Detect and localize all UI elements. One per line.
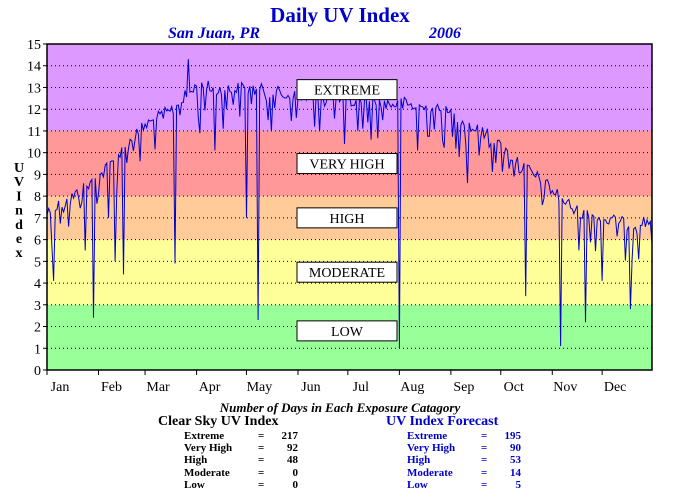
exposure-stats-heading: Number of Days in Each Exposure Catagory xyxy=(219,400,461,415)
clear-sky-stat-row-eq: = xyxy=(258,466,265,479)
clear-sky-stat-row: Low = 0 xyxy=(184,479,298,491)
clear-sky-stat-row-value: 0 xyxy=(292,478,299,491)
y-tick-label: 15 xyxy=(27,38,41,53)
y-axis-label-letter: I xyxy=(16,189,21,204)
clear-sky-stat-row-name: Low xyxy=(184,478,205,491)
y-tick-label: 6 xyxy=(34,234,41,249)
y-axis-label-letter: V xyxy=(14,175,24,190)
x-tick-label: Oct xyxy=(504,380,524,395)
clear-sky-stat-row: Extreme = 217 xyxy=(184,430,298,442)
y-tick-label: 10 xyxy=(27,147,41,162)
y-tick-label: 13 xyxy=(27,81,41,96)
forecast-stat-row-name: Low xyxy=(407,478,428,491)
forecast-stat-row: Moderate = 14 xyxy=(407,467,521,479)
forecast-stats: UV Index Forecast Extreme = 195 Very High = 9… xyxy=(386,414,521,491)
clear-sky-stat-row-name: Extreme xyxy=(184,430,225,442)
clear-sky-stat-row: Very High = 92 xyxy=(184,442,298,454)
y-tick-label: 2 xyxy=(34,321,41,336)
y-axis-label-letter: d xyxy=(15,218,23,233)
forecast-stat-row-eq: = xyxy=(481,442,488,455)
x-tick-label: Sep xyxy=(453,380,474,395)
y-tick-label: 14 xyxy=(27,60,41,75)
plot-frame xyxy=(46,43,653,371)
chart-location: San Juan, PR xyxy=(168,25,261,42)
clear-sky-stat-row-name: Very High xyxy=(184,442,233,455)
forecast-stat-row-eq: = xyxy=(481,430,488,442)
clear-sky-stat-row-name: Moderate xyxy=(184,466,230,479)
forecast-stats-title: UV Index Forecast xyxy=(386,414,499,429)
clear-sky-stats: Clear Sky UV Index Extreme = 217 Very High =… xyxy=(158,414,298,491)
forecast-stat-row: Low = 5 xyxy=(407,479,521,491)
y-tick-label: 7 xyxy=(34,212,41,227)
clear-sky-stat-row-value: 217 xyxy=(281,430,299,442)
chart-title: Daily UV Index xyxy=(270,3,410,27)
clear-sky-stat-row-value: 0 xyxy=(292,466,299,479)
forecast-stat-row-name: Very High xyxy=(407,442,456,455)
forecast-stat-row-name: Moderate xyxy=(407,466,453,479)
y-tick-label: 12 xyxy=(27,103,41,118)
band-label-high: HIGH xyxy=(330,212,365,227)
clear-sky-stat-row: Moderate = 0 xyxy=(184,467,298,479)
band-label-box-low xyxy=(296,320,398,342)
x-tick-label: Feb xyxy=(101,380,122,395)
x-tick-label: May xyxy=(247,380,273,395)
y-axis-label-letter: U xyxy=(14,161,24,176)
forecast-stat-row-eq: = xyxy=(481,478,488,491)
clear-sky-stat-row-value: 92 xyxy=(287,442,298,455)
x-tick-label: Apr xyxy=(199,380,221,395)
x-tick-label: Jan xyxy=(51,380,70,395)
forecast-stat-row-value: 5 xyxy=(515,478,522,491)
y-tick-label: 11 xyxy=(28,125,41,140)
clear-sky-stat-row-eq: = xyxy=(258,478,265,491)
forecast-stat-row-value: 14 xyxy=(510,466,521,479)
forecast-stat-row-eq: = xyxy=(481,466,488,479)
clear-sky-stat-row-eq: = xyxy=(258,430,265,442)
band-label-low: LOW xyxy=(331,325,364,340)
x-tick-label: Nov xyxy=(553,380,577,395)
forecast-stat-row-name: Extreme xyxy=(407,430,448,442)
x-tick-label: Jun xyxy=(301,380,320,395)
forecast-stat-row-eq: = xyxy=(481,454,488,467)
clear-sky-stat-row-name: High xyxy=(184,454,208,467)
forecast-stat-row: High = 53 xyxy=(407,454,521,466)
y-tick-label: 9 xyxy=(34,168,41,183)
x-tick-label: Jul xyxy=(353,380,369,395)
x-tick-label: Mar xyxy=(146,380,170,395)
y-axis-label-letter: e xyxy=(16,232,22,247)
y-tick-label: 0 xyxy=(34,364,41,379)
y-tick-label: 4 xyxy=(34,277,41,292)
y-axis-label-letter: n xyxy=(15,204,23,219)
chart-year: 2006 xyxy=(429,25,461,42)
forecast-stat-row-value: 195 xyxy=(504,430,522,442)
forecast-stat-row: Extreme = 195 xyxy=(407,430,521,442)
y-axis-label-letter: x xyxy=(16,246,23,261)
x-tick-label: Aug xyxy=(400,380,424,395)
clear-sky-stat-row-eq: = xyxy=(258,442,265,455)
band-label-box-moderate xyxy=(296,261,398,283)
forecast-stat-row-value: 90 xyxy=(510,442,521,455)
y-tick-label: 1 xyxy=(34,342,41,357)
forecast-stat-row-value: 53 xyxy=(510,454,521,467)
band-label-extreme: EXTREME xyxy=(314,84,380,99)
x-tick-label: Dec xyxy=(604,380,627,395)
clear-sky-stat-row-value: 48 xyxy=(287,454,298,467)
clear-sky-stats-title: Clear Sky UV Index xyxy=(158,414,279,429)
band-label-box-very-high xyxy=(296,153,398,175)
band-label-box-extreme xyxy=(296,79,398,101)
y-tick-label: 8 xyxy=(34,190,41,205)
band-label-box-high xyxy=(296,207,398,229)
clear-sky-stat-row: High = 48 xyxy=(184,454,298,466)
band-label-moderate: MODERATE xyxy=(309,266,385,281)
forecast-stat-row-name: High xyxy=(407,454,431,467)
y-tick-label: 3 xyxy=(34,299,41,314)
band-label-very-high: VERY HIGH xyxy=(309,158,384,173)
clear-sky-stat-row-eq: = xyxy=(258,454,265,467)
forecast-stat-row: Very High = 90 xyxy=(407,442,521,454)
y-tick-label: 5 xyxy=(34,255,41,270)
